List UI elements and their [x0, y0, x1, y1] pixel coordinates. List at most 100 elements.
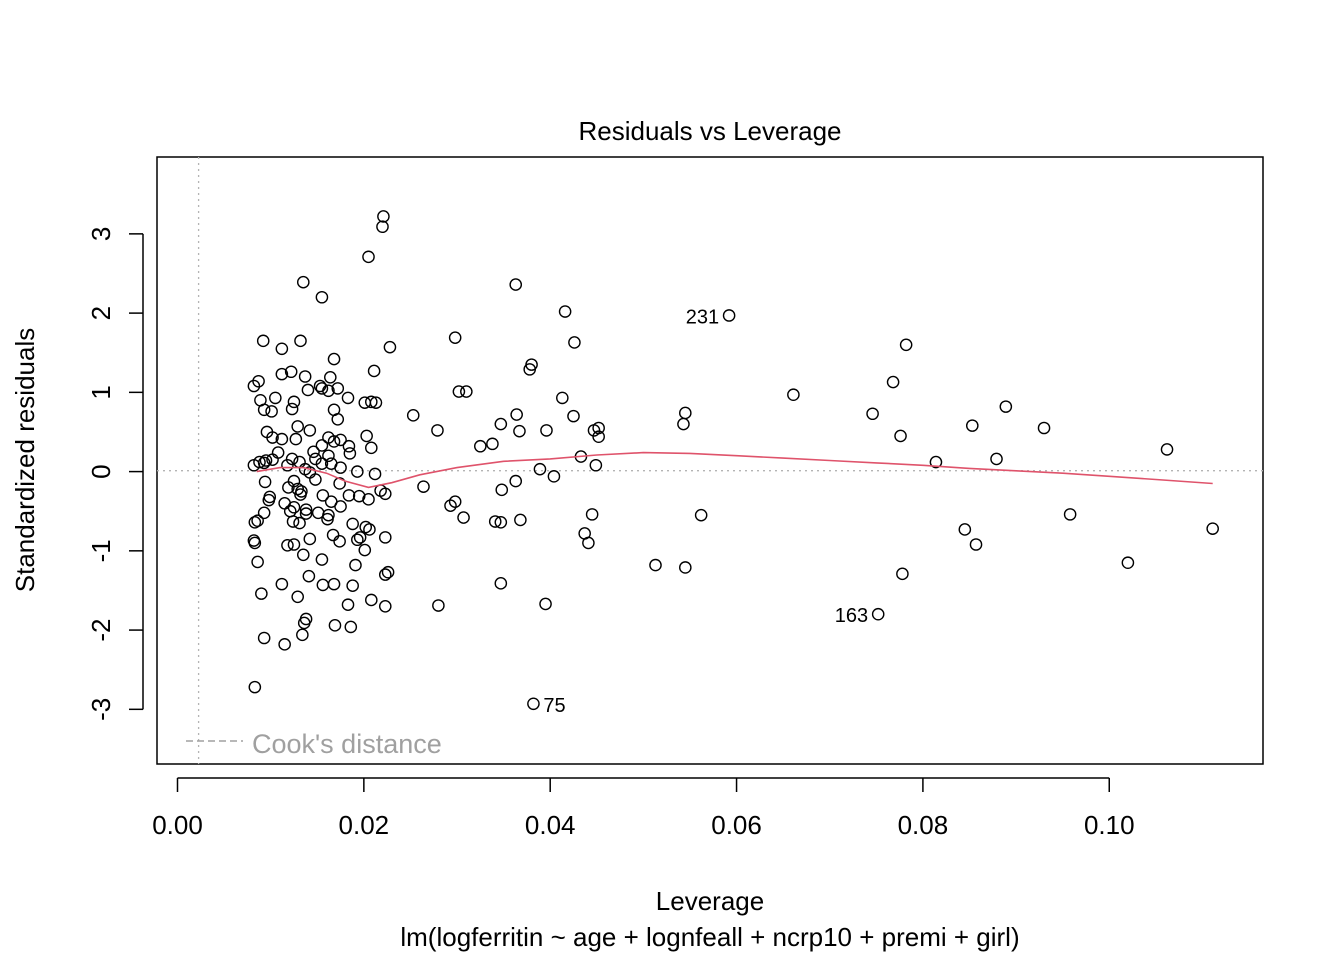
- point-label: 75: [543, 695, 565, 717]
- data-point: [313, 379, 327, 393]
- data-point: [328, 619, 342, 632]
- y-tick-label: 3: [86, 227, 116, 241]
- data-point: [301, 383, 315, 397]
- data-point: [452, 385, 466, 398]
- data-point: [307, 445, 320, 459]
- data-point: [969, 538, 983, 551]
- data-point: [252, 374, 265, 388]
- data-point: [324, 370, 337, 384]
- data-point: [346, 579, 359, 593]
- data-point: [417, 480, 430, 493]
- data-point: [315, 290, 329, 304]
- data-point: [284, 365, 298, 379]
- data-point: [585, 508, 599, 521]
- data-point: [460, 385, 473, 398]
- data-point: [281, 458, 294, 472]
- data-point: [291, 420, 304, 433]
- data-point: [381, 565, 395, 579]
- data-point: [293, 516, 306, 530]
- data-point: [556, 391, 569, 405]
- data-point: [256, 334, 270, 348]
- y-tick-label: 1: [86, 385, 116, 399]
- data-point: [258, 475, 272, 489]
- y-tick-label: -2: [86, 619, 116, 642]
- data-point: [296, 275, 310, 289]
- data-point: [365, 395, 378, 409]
- data-point: [303, 532, 317, 546]
- data-point: [299, 503, 313, 516]
- data-point: [349, 558, 362, 572]
- y-tick-label: -1: [86, 539, 116, 562]
- data-point: [302, 569, 316, 583]
- data-point: [866, 407, 879, 421]
- data-point: [1206, 522, 1219, 535]
- data-point: [327, 577, 341, 591]
- y-axis: -3 -2 -1 0 1 2 3: [86, 227, 144, 721]
- data-point: [334, 500, 347, 513]
- data-point: [257, 403, 271, 417]
- data-point: [316, 489, 330, 502]
- data-point: [341, 598, 355, 612]
- data-point: [285, 402, 299, 416]
- data-point: [287, 395, 301, 409]
- data-point: [432, 599, 445, 612]
- data-point: [523, 363, 537, 376]
- smoother-curve: [256, 451, 1213, 489]
- data-point: [296, 548, 310, 562]
- data-point: [592, 421, 605, 435]
- point-label: 231: [686, 306, 719, 328]
- data-point: [257, 631, 271, 645]
- data-point: [365, 441, 378, 455]
- data-point: [322, 449, 335, 463]
- data-point: [342, 489, 356, 502]
- data-point: [694, 508, 708, 522]
- data-point: [362, 493, 375, 506]
- data-point: [1063, 508, 1077, 521]
- data-point: [509, 474, 523, 488]
- data-point: [383, 340, 397, 354]
- data-point: [331, 382, 345, 395]
- data-point: [444, 499, 457, 512]
- data-point: [297, 616, 311, 630]
- data-point: [255, 587, 268, 600]
- data-point: [352, 489, 366, 503]
- data-point: [494, 417, 508, 431]
- data-point: [343, 447, 357, 460]
- data-point: [262, 493, 276, 507]
- data-point: [321, 512, 334, 526]
- data-point: [999, 400, 1013, 413]
- x-axis-label: Leverage: [656, 886, 764, 916]
- data-point: [488, 515, 502, 528]
- chart-title: Residuals vs Leverage: [578, 116, 841, 146]
- data-point: [342, 439, 356, 453]
- data-point: [547, 470, 561, 483]
- data-point: [287, 500, 301, 514]
- data-point: [265, 405, 278, 418]
- data-point: [457, 511, 470, 524]
- data-point: [298, 370, 312, 383]
- data-point: [333, 535, 346, 548]
- data-point: [958, 523, 972, 536]
- data-point: [513, 424, 526, 438]
- data-point: [1121, 556, 1135, 570]
- data-point: [567, 409, 580, 423]
- data-point: [990, 452, 1003, 466]
- data-point: [309, 473, 322, 486]
- data-point: [965, 419, 979, 432]
- data-point: [406, 409, 420, 422]
- data-point: [327, 352, 341, 366]
- data-point: [378, 531, 392, 544]
- point-labels: 231 163 75: [543, 306, 868, 716]
- data-point: [296, 628, 309, 642]
- data-point: [495, 483, 509, 497]
- data-point: [287, 538, 301, 551]
- data-point: [344, 620, 358, 634]
- data-point: [266, 453, 279, 467]
- data-point: [533, 462, 547, 476]
- data-point: [341, 391, 355, 405]
- data-point: [351, 533, 364, 547]
- data-points: [247, 210, 1219, 711]
- data-point: [510, 408, 523, 421]
- data-point: [896, 567, 909, 581]
